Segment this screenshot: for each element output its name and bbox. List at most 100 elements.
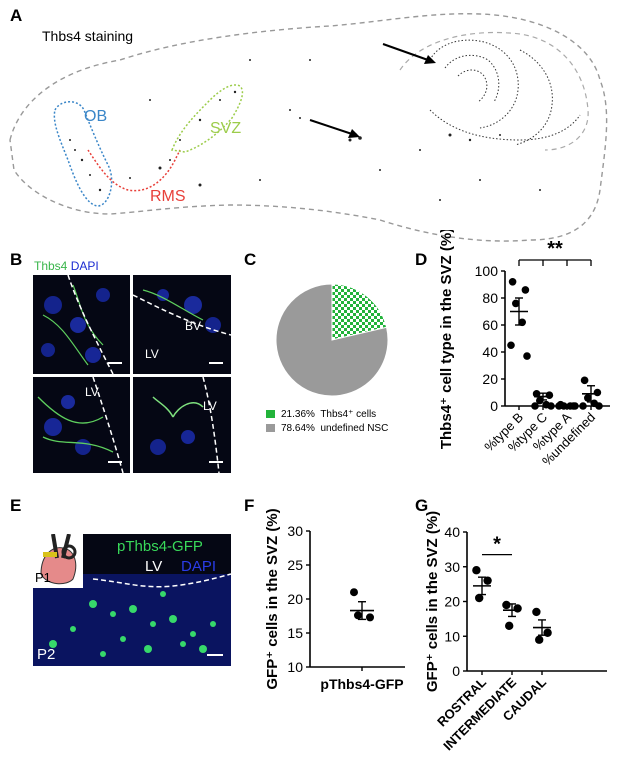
micrograph-b3: LV [33, 377, 130, 473]
x-tick-label: pThbs4-GFP [320, 676, 403, 692]
y-tick-label: 30 [287, 523, 303, 539]
micrograph-b4: LV [133, 377, 231, 473]
data-point [555, 402, 563, 410]
data-point [502, 600, 511, 610]
data-point [472, 566, 481, 575]
lv-label-b3: LV [85, 385, 99, 399]
y-tick-label: 10 [444, 628, 460, 644]
y-tick-label: 40 [482, 344, 498, 360]
y-tick-label: 15 [287, 625, 303, 641]
panel-letter-d: D [415, 250, 428, 269]
panel-a-title: Thbs4 staining [42, 28, 134, 44]
y-tick-label: 0 [490, 398, 498, 414]
data-point [547, 402, 555, 410]
y-axis-label: Thbs4⁺ cell type in the SVZ (%) [438, 230, 455, 449]
panel-letter-a: A [10, 6, 23, 25]
y-tick-label: 20 [287, 591, 303, 607]
data-point [512, 299, 520, 308]
rms-label: RMS [150, 188, 186, 205]
scale-bar [108, 362, 122, 364]
dapi-label-e: DAPI [181, 558, 217, 575]
scale-bar [209, 362, 223, 364]
pie-legend: 21.36% Thbs4⁺ cells 78.64% undefined NSC [266, 408, 388, 436]
data-point [508, 278, 517, 286]
cerebellum-folia [429, 39, 581, 146]
injection-schematic-inset: P1 [33, 534, 83, 588]
y-axis-label: GFP⁺ cells in the SVZ (%) [424, 511, 441, 692]
panel-b-stain-legend: Thbs4 DAPI [34, 259, 99, 273]
panel-letter-g: G [415, 496, 429, 515]
ob-label: OB [84, 108, 108, 125]
data-point [505, 621, 514, 631]
data-point [532, 607, 541, 617]
significance-star: * [493, 534, 501, 556]
data-point [545, 391, 554, 399]
pie-slice-0 [331, 283, 388, 341]
data-point [475, 593, 484, 603]
data-point [543, 628, 552, 637]
p1-label: P1 [35, 570, 51, 585]
y-tick-label: 20 [482, 371, 498, 387]
brain-section-figure [9, 13, 608, 242]
legend-item-undefined: 78.64% undefined NSC [266, 422, 388, 436]
rms-region-outline [87, 149, 181, 192]
chart-f: 10 15 20 25 30 GFP⁺ cells in the SVZ (%) pThbs… [264, 508, 405, 692]
data-point [354, 611, 362, 620]
y-tick-label: 30 [444, 559, 460, 575]
pie-slice-1 [275, 283, 389, 397]
y-tick-label: 100 [475, 263, 499, 279]
dapi-stain-label: DAPI [70, 259, 99, 273]
data-point [483, 576, 492, 585]
micrograph-b2: BV LV [133, 275, 231, 374]
data-point [350, 588, 358, 597]
svz-label: SVZ [210, 120, 242, 137]
data-point [532, 390, 541, 398]
bv-label: BV [185, 319, 202, 333]
arrow-pointing-cerebellum [382, 43, 436, 64]
micrograph-e: P1 pThbs4-GFP LV DAPI P2 [33, 534, 231, 666]
lv-label-e: LV [145, 558, 163, 575]
panel-letter-f: F [244, 496, 255, 515]
p2-label: P2 [37, 646, 56, 663]
panel-letter-c: C [244, 250, 257, 269]
construct-label: pThbs4-GFP [117, 538, 203, 555]
thbs4-stain-label: Thbs4 [34, 259, 68, 273]
svz-region-outline [170, 84, 244, 153]
panel-letter-b: B [10, 250, 23, 269]
pie-chart-c [275, 283, 389, 397]
data-point [513, 604, 522, 613]
data-point [536, 396, 544, 405]
y-tick-label: 40 [444, 524, 460, 540]
brain-outline [9, 13, 608, 242]
data-point [595, 402, 603, 410]
legend-swatch-thbs4 [266, 410, 275, 419]
data-point [580, 376, 589, 385]
y-tick-label: 25 [287, 557, 303, 573]
data-point [507, 341, 515, 350]
arrow-pointing-midbrain [309, 119, 360, 138]
data-point [531, 402, 539, 410]
y-tick-label: 60 [482, 317, 498, 333]
data-point [571, 402, 579, 410]
panel-letter-e: E [10, 496, 22, 515]
chart-d: 0 20 40 60 80 100 Thbs4⁺ cell type in the SVZ … [438, 230, 610, 469]
data-point [593, 388, 602, 397]
micrograph-b1 [33, 275, 130, 374]
scale-bar [108, 461, 122, 463]
lv-label-b4: LV [203, 399, 217, 413]
lv-label-b2: LV [145, 347, 159, 361]
y-tick-label: 80 [482, 290, 498, 306]
data-point [518, 318, 526, 327]
y-axis-label: GFP⁺ cells in the SVZ (%) [264, 508, 281, 689]
data-point [579, 402, 587, 410]
ob-region-outline [53, 101, 113, 207]
y-tick-label: 20 [444, 594, 460, 610]
scale-bar [207, 654, 223, 656]
y-tick-label: 0 [452, 663, 460, 679]
legend-item-thbs4: 21.36% Thbs4⁺ cells [266, 408, 388, 422]
legend-swatch-undefined [266, 424, 275, 433]
scale-bar [209, 461, 223, 463]
data-point [366, 613, 374, 622]
data-point [521, 286, 530, 294]
